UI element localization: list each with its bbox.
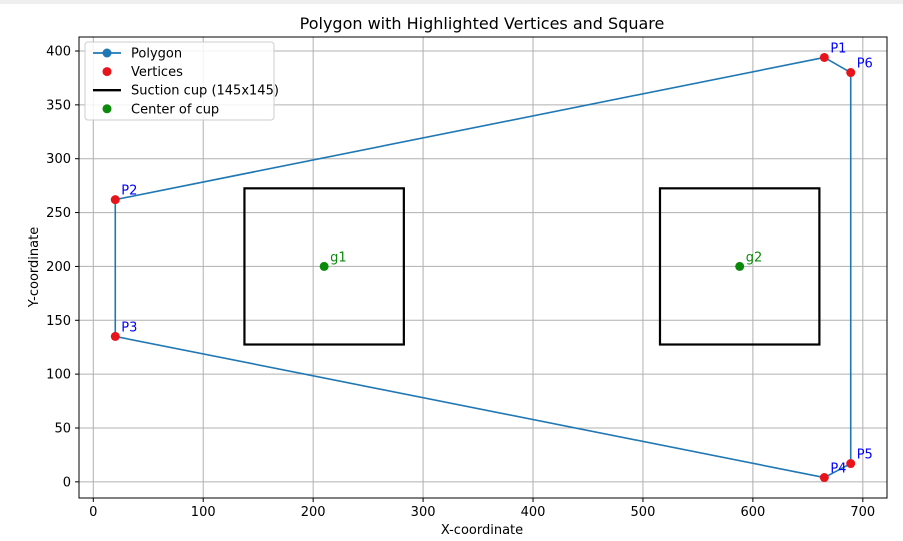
plot-frame [78, 36, 888, 499]
vertex-label-p5: P5 [857, 448, 873, 463]
y-tick-label: 150 [46, 314, 71, 329]
vertex-label-p4: P4 [830, 462, 846, 477]
x-axis-label: X-coordinate [441, 523, 523, 538]
y-tick-label: 50 [54, 421, 71, 436]
vertex-marker-p2 [110, 195, 120, 205]
vertex-marker-p4 [819, 473, 829, 483]
top-edge-strip [0, 0, 903, 4]
y-tick-label: 250 [46, 206, 71, 221]
chart-title: Polygon with Highlighted Vertices and Sq… [300, 14, 665, 33]
y-tick-label: 0 [63, 475, 71, 490]
y-tick-label: 300 [46, 152, 71, 167]
suction-cup-squares [243, 187, 821, 346]
legend: Polygon Vertices Suction cup (145x145) Cent… [84, 41, 279, 121]
vertex-marker-p1 [819, 52, 829, 62]
center-marker-g1 [319, 261, 329, 271]
y-tick-label: 350 [46, 98, 71, 113]
y-axis-ticks: 0 50 100 150 200 250 300 350 400 [46, 45, 79, 490]
legend-entry-label: Center of cup [131, 102, 219, 117]
legend-entry-label: Vertices [131, 65, 183, 80]
x-tick-label: 700 [850, 505, 875, 520]
x-tick-label: 100 [191, 505, 216, 520]
vertex-markers: P1 P2 P3 P4 P5 P6 [110, 41, 873, 483]
center-label-g1: g1 [330, 250, 347, 265]
vertex-label-p6: P6 [857, 57, 873, 72]
x-tick-label: 0 [89, 505, 97, 520]
cup-center-markers: g1 g2 [319, 250, 763, 271]
vertex-label-p2: P2 [121, 184, 137, 199]
legend-handle-marker [102, 67, 112, 77]
suction-cup-square-g2 [658, 187, 821, 346]
suction-cup-square-g1 [243, 187, 405, 346]
vertex-label-p1: P1 [830, 41, 846, 56]
vertex-marker-p6 [846, 68, 856, 78]
x-tick-label: 600 [740, 505, 765, 520]
vertex-marker-p3 [110, 331, 120, 341]
legend-entry-label: Suction cup (145x145) [131, 84, 279, 99]
legend-box [84, 41, 275, 121]
y-tick-label: 200 [46, 260, 71, 275]
legend-handle-marker [102, 48, 112, 58]
vertex-marker-p5 [846, 459, 856, 469]
center-label-g2: g2 [746, 250, 763, 265]
legend-handle-marker [102, 104, 112, 114]
legend-entry-label: Polygon [131, 47, 182, 62]
x-axis-ticks: 0 100 200 300 400 500 600 700 [89, 498, 875, 520]
y-axis-label: Y-coordinate [27, 227, 42, 308]
x-tick-label: 200 [301, 505, 326, 520]
vertex-label-p3: P3 [121, 320, 137, 335]
x-tick-label: 300 [411, 505, 436, 520]
y-tick-label: 400 [46, 45, 71, 60]
x-tick-label: 500 [631, 505, 656, 520]
y-tick-label: 100 [46, 368, 71, 383]
center-marker-g2 [735, 261, 745, 271]
x-tick-label: 400 [521, 505, 546, 520]
